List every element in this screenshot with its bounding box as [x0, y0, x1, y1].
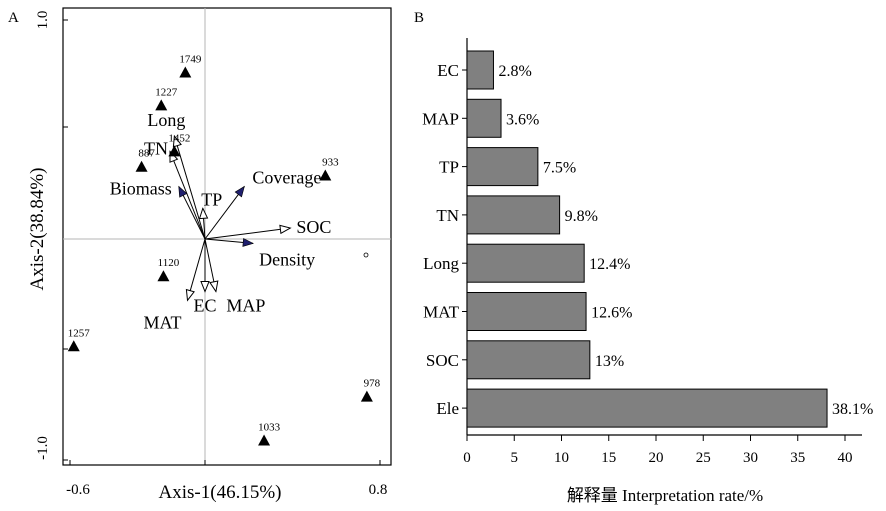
site-label-933: 933 [322, 156, 339, 168]
bar-value-label-long: 12.4% [589, 256, 630, 273]
x-tick-label-right: 0.8 [369, 482, 388, 498]
site-label-1257: 1257 [68, 327, 91, 339]
site-marker-978 [360, 390, 373, 402]
site-label-1452: 1452 [168, 132, 190, 144]
bar-value-label-ec: 2.8% [498, 63, 531, 80]
vector-label-density: Density [259, 249, 315, 269]
vector-label-ec: EC [193, 296, 216, 316]
bar-x-tick-label-30: 30 [743, 450, 758, 466]
site-marker-887 [135, 160, 148, 172]
bar-x-tick-label-5: 5 [511, 450, 519, 466]
vector-label-tp: TP [201, 189, 222, 209]
vector-mat [188, 238, 206, 300]
x-tick-label-left: -0.6 [66, 482, 90, 498]
ordination-panel: A 1.0 -1.0 -0.6 0.8 Axis-1(46.15%) Axis-… [8, 7, 392, 503]
bar-x-tick-label-40: 40 [838, 450, 853, 466]
bar-tn [466, 195, 561, 235]
y-tick-label-top: 1.0 [35, 11, 51, 30]
bar-x-axis-label: 解释量 Interpretation rate/% [567, 486, 763, 505]
site-marker-1120 [157, 270, 170, 282]
bar-category-tn: TN [436, 206, 459, 225]
site-label-887: 887 [138, 148, 155, 160]
site-label-1227: 1227 [155, 86, 178, 98]
site-marker-1033 [258, 434, 271, 446]
bar-x-tick-label-10: 10 [554, 450, 569, 466]
bar-map [466, 98, 502, 138]
bar-value-label-tp: 7.5% [543, 160, 576, 177]
site-label-1120: 1120 [158, 257, 180, 269]
site-marker-1452 [168, 145, 181, 157]
vector-density [204, 238, 254, 247]
vector-label-coverage: Coverage [252, 167, 321, 187]
vector-tp [203, 208, 205, 240]
bar-x-tick-label-35: 35 [790, 450, 805, 466]
bar-value-label-tn: 9.8% [565, 208, 598, 225]
bar-x-tick-label-15: 15 [601, 450, 616, 466]
x-axis-label: Axis-1(46.15%) [159, 482, 282, 503]
site-marker-933 [319, 169, 332, 181]
vector-label-long: Long [147, 110, 185, 130]
bar-category-soc: SOC [426, 351, 459, 370]
bar-x-ticks: 0 5 10 15 20 25 30 35 40 [463, 435, 853, 466]
y-tick-label-bottom: -1.0 [35, 436, 51, 460]
y-axis-label: Axis-2(38.84%) [27, 168, 48, 291]
vector-label-mat: MAT [143, 312, 181, 332]
site-marker-1749 [179, 66, 192, 78]
bar-x-tick-label-20: 20 [649, 450, 664, 466]
vector-biomass [178, 185, 206, 240]
site-label-978: 978 [364, 378, 381, 390]
bar-ele [466, 388, 828, 428]
vector-long [174, 136, 206, 240]
bar-category-tp: TP [439, 158, 459, 177]
vector-soc [204, 228, 290, 240]
site-points: 1749 1227 1452 887 933 1120 1257 978 1033 [67, 54, 381, 446]
site-marker-1257 [67, 340, 80, 352]
bar-category-mat: MAT [423, 303, 460, 322]
site-label-1033: 1033 [258, 421, 281, 433]
vector-tn [170, 151, 206, 240]
bar-category-ec: EC [437, 61, 459, 80]
bar-category-map: MAP [422, 109, 459, 128]
bar-long [466, 243, 585, 283]
bar-value-label-soc: 13% [595, 353, 624, 370]
small-open-marker [363, 252, 369, 258]
site-marker-1227 [155, 99, 168, 111]
bars: EC 2.8% MAP 3.6% TP 7.5% TN 9.8% Long 12.4% MAT 12.… [422, 50, 873, 428]
bar-category-long: Long [423, 254, 459, 273]
vector-label-tn: TN [144, 138, 168, 158]
bar-x-tick-label-0: 0 [463, 450, 471, 466]
vector-label-biomass: Biomass [110, 178, 172, 198]
vector-label-map: MAP [226, 296, 265, 316]
bar-value-label-mat: 12.6% [591, 305, 632, 322]
vector-label-soc: SOC [296, 217, 331, 237]
vector-coverage [204, 185, 245, 240]
bar-x-tick-label-25: 25 [696, 450, 711, 466]
panel-a-label: A [8, 10, 19, 26]
environment-vectors: Long TN Biomass TP Coverage SOC Density MAT EC MA… [110, 110, 332, 332]
bar-value-label-ele: 38.1% [832, 401, 873, 418]
bar-category-ele: Ele [436, 399, 459, 418]
bar-ec [466, 50, 494, 90]
site-label-1749: 1749 [179, 54, 202, 66]
bar-value-label-map: 3.6% [506, 111, 539, 128]
panel-b-label: B [414, 10, 424, 26]
bar-tp [466, 147, 539, 187]
bar-mat [466, 292, 587, 331]
vector-map [204, 238, 216, 292]
bar-soc [466, 340, 591, 380]
interpretation-bar-panel: B EC 2.8% MAP 3.6% TP 7.5% TN 9.8% Long 12.4% MAT 1… [414, 10, 873, 505]
ordination-frame [62, 7, 392, 466]
